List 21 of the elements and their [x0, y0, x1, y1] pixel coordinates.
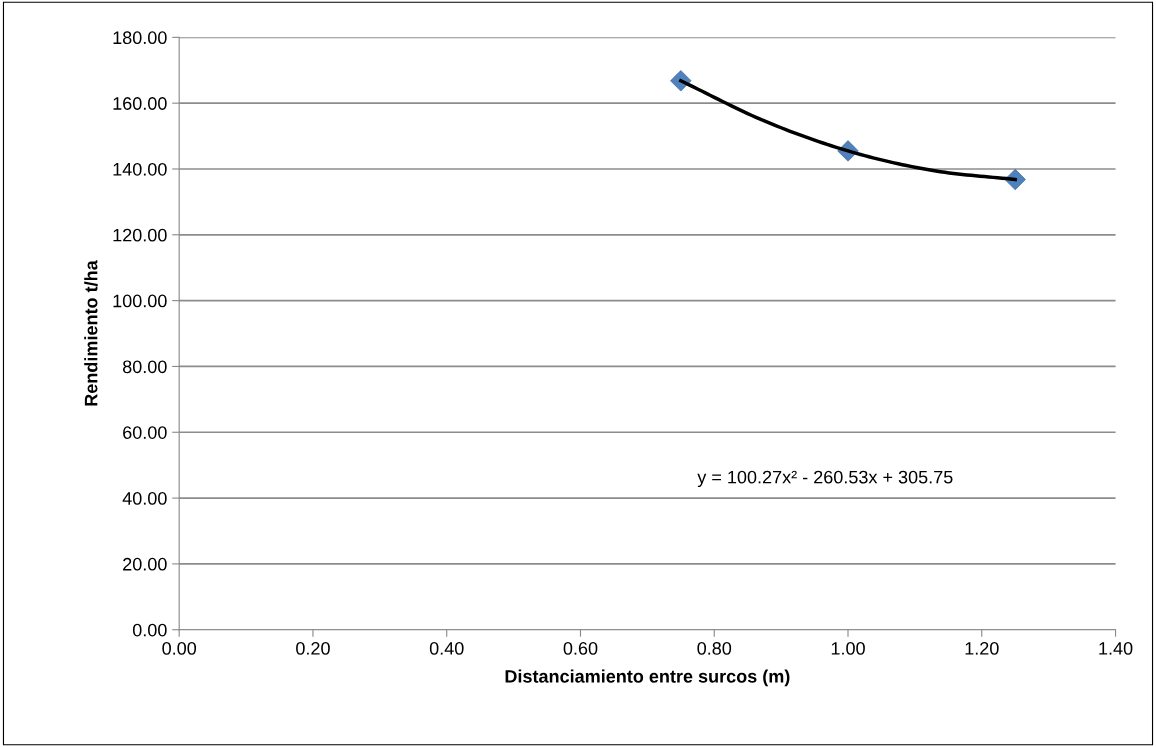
y-tick-label: 80.00 [122, 360, 167, 374]
y-tick-label: 60.00 [123, 426, 167, 439]
x-axis-title: Distanciamiento entre surcos (m) [505, 669, 790, 687]
y-tick-label: 100.00 [113, 294, 167, 308]
x-tick-label: 0.60 [563, 642, 598, 655]
x-tick-label: 0.20 [296, 642, 330, 655]
y-tick-label: 160.00 [113, 97, 167, 110]
x-tick-label: 1.00 [831, 642, 865, 655]
y-tick-label: 120.00 [113, 228, 167, 242]
y-tick-label: 0.00 [132, 623, 167, 637]
annotation: y = 100.27x² - 260.53x + 305.75 [697, 470, 953, 488]
x-tick-label: 0.40 [429, 642, 464, 655]
x-tick-label: 0.00 [162, 642, 197, 655]
y-tick-label: 180.00 [113, 31, 167, 45]
x-tick-label: 0.80 [697, 642, 732, 655]
y-tick-label: 140.00 [113, 162, 167, 176]
y-axis-title: Rendimiento t/ha [84, 260, 98, 406]
x-tick-label: 1.40 [1099, 642, 1133, 655]
x-tick-label: 1.20 [965, 642, 999, 655]
y-tick-label: 20.00 [123, 557, 167, 571]
y-tick-label: 40.00 [122, 492, 167, 505]
